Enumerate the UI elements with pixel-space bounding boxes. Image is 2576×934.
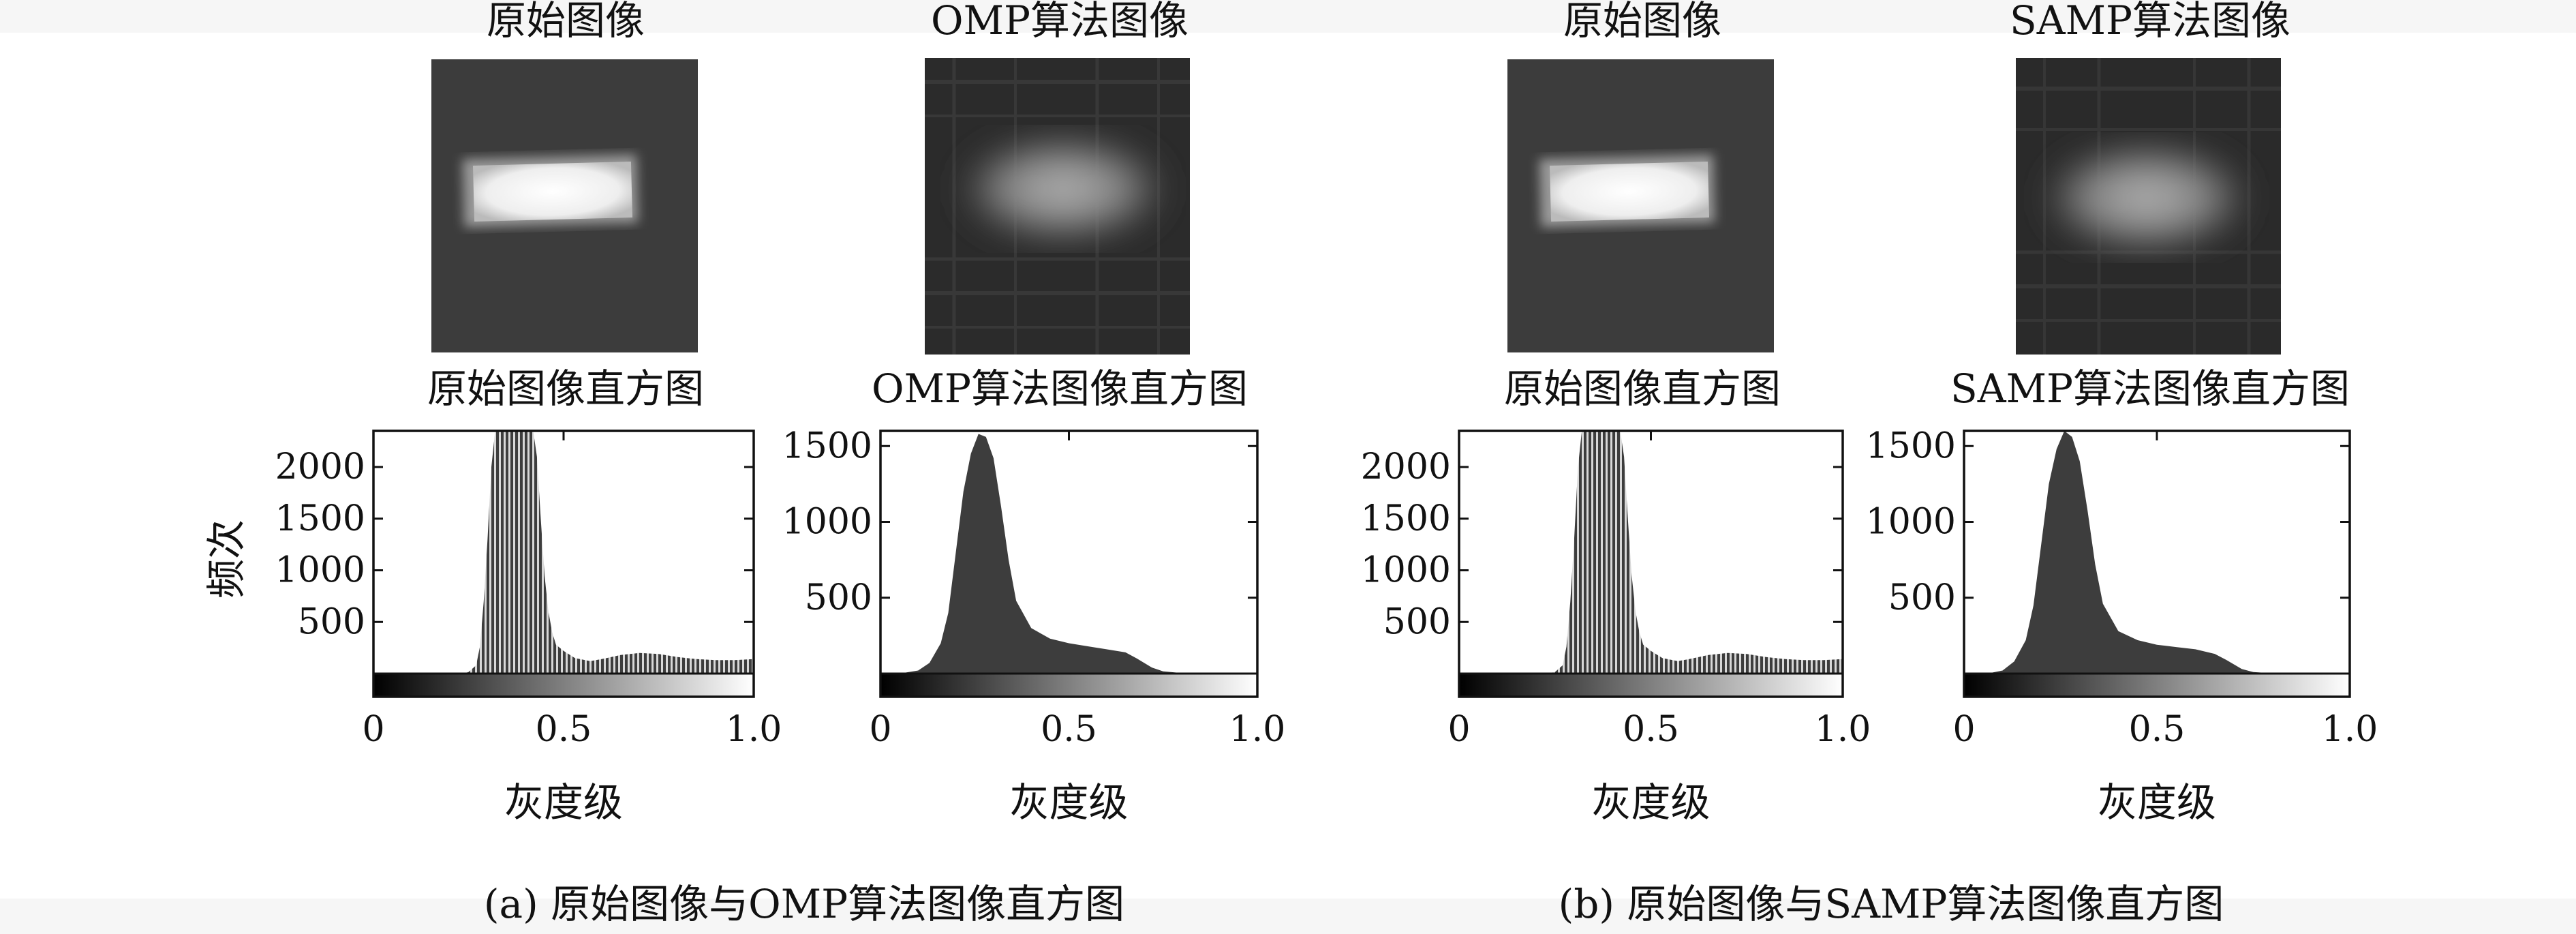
- x-tick-label: 0.5: [1041, 709, 1097, 750]
- x-tick-label: 0.5: [2129, 709, 2186, 750]
- chart-b-original: 500 1000 1500 2000 0 0.5 1.0 灰度级: [1361, 430, 1871, 826]
- x-tick-label: 1.0: [726, 709, 782, 750]
- y-tick-label: 1000: [1361, 550, 1451, 591]
- y-axis-label: 频次: [203, 519, 249, 599]
- x-tick-label: 1.0: [1815, 709, 1871, 750]
- image-a-omp: [925, 58, 1190, 355]
- x-tick-label: 1.0: [1229, 709, 1286, 750]
- histogram-area: [373, 431, 754, 674]
- x-axis-label: 灰度级: [1591, 779, 1710, 826]
- y-tick-label: 1500: [1866, 425, 1956, 466]
- x-axis-label: 灰度级: [504, 779, 623, 826]
- x-axis-label: 灰度级: [1009, 779, 1128, 826]
- x-tick-label: 0.5: [536, 709, 592, 750]
- x-tick-label: 0.5: [1623, 709, 1679, 750]
- x-tick-label: 0: [362, 709, 384, 750]
- y-tick-label: 1500: [275, 498, 365, 539]
- image-b-original: [1507, 59, 1774, 352]
- x-tick-label: 0: [1952, 709, 1975, 750]
- y-tick-label: 500: [1888, 577, 1956, 618]
- hist-title-b-samp: SAMP算法图像直方图: [1950, 365, 2350, 412]
- colorbar: [1458, 672, 1844, 698]
- caption-a: (a) 原始图像与OMP算法图像直方图: [484, 881, 1124, 927]
- histogram-area: [1964, 431, 2350, 674]
- y-tick-label: 2000: [275, 447, 365, 487]
- y-tick-label: 1500: [1361, 498, 1451, 539]
- colorbar: [372, 672, 755, 698]
- chart-b-samp: 500 1000 1500 0 0.5 1.0 灰度级: [1866, 425, 2378, 826]
- caption-b: (b) 原始图像与SAMP算法图像直方图: [1559, 881, 2224, 927]
- panel-a: 原始图像 OMP算法图像 原始图像直方图 OMP算法: [203, 0, 1285, 927]
- y-tick-label: 1000: [275, 550, 365, 591]
- image-title-a-original: 原始图像: [487, 0, 645, 44]
- histogram-area: [880, 434, 1257, 674]
- y-tick-label: 1500: [782, 425, 872, 466]
- hist-title-a-original: 原始图像直方图: [427, 365, 704, 412]
- image-b-samp: [2016, 58, 2281, 355]
- y-tick-label: 500: [1383, 601, 1451, 642]
- x-tick-label: 0: [1447, 709, 1470, 750]
- bottom-band: [0, 899, 2576, 934]
- colorbar: [1963, 672, 2351, 698]
- y-tick-label: 1000: [782, 502, 872, 543]
- x-tick-label: 0: [869, 709, 891, 750]
- image-a-original: [431, 59, 698, 352]
- histogram-area: [1459, 431, 1843, 674]
- y-tick-label: 500: [298, 601, 365, 642]
- x-tick-label: 1.0: [2322, 709, 2378, 750]
- hist-title-b-original: 原始图像直方图: [1504, 365, 1781, 412]
- image-title-b-samp: SAMP算法图像: [2010, 0, 2290, 44]
- chart-a-omp: 500 1000 1500 0 0.5 1.0 灰度级: [782, 425, 1286, 826]
- image-title-a-omp: OMP算法图像: [931, 0, 1189, 44]
- y-tick-label: 2000: [1361, 447, 1451, 487]
- y-tick-label: 500: [805, 577, 872, 618]
- colorbar: [879, 672, 1259, 698]
- image-title-b-original: 原始图像: [1563, 0, 1721, 44]
- y-tick-label: 1000: [1866, 502, 1956, 543]
- hist-title-a-omp: OMP算法图像直方图: [872, 365, 1248, 412]
- x-axis-label: 灰度级: [2098, 779, 2216, 826]
- top-band: [0, 0, 2576, 33]
- panel-b: 原始图像 SAMP算法图像 原始图像直方图 SAMP算法图像直方图: [1361, 0, 2378, 927]
- chart-a-original: 500 1000 1500 2000 0 0.5 1.0 灰度级: [275, 430, 782, 826]
